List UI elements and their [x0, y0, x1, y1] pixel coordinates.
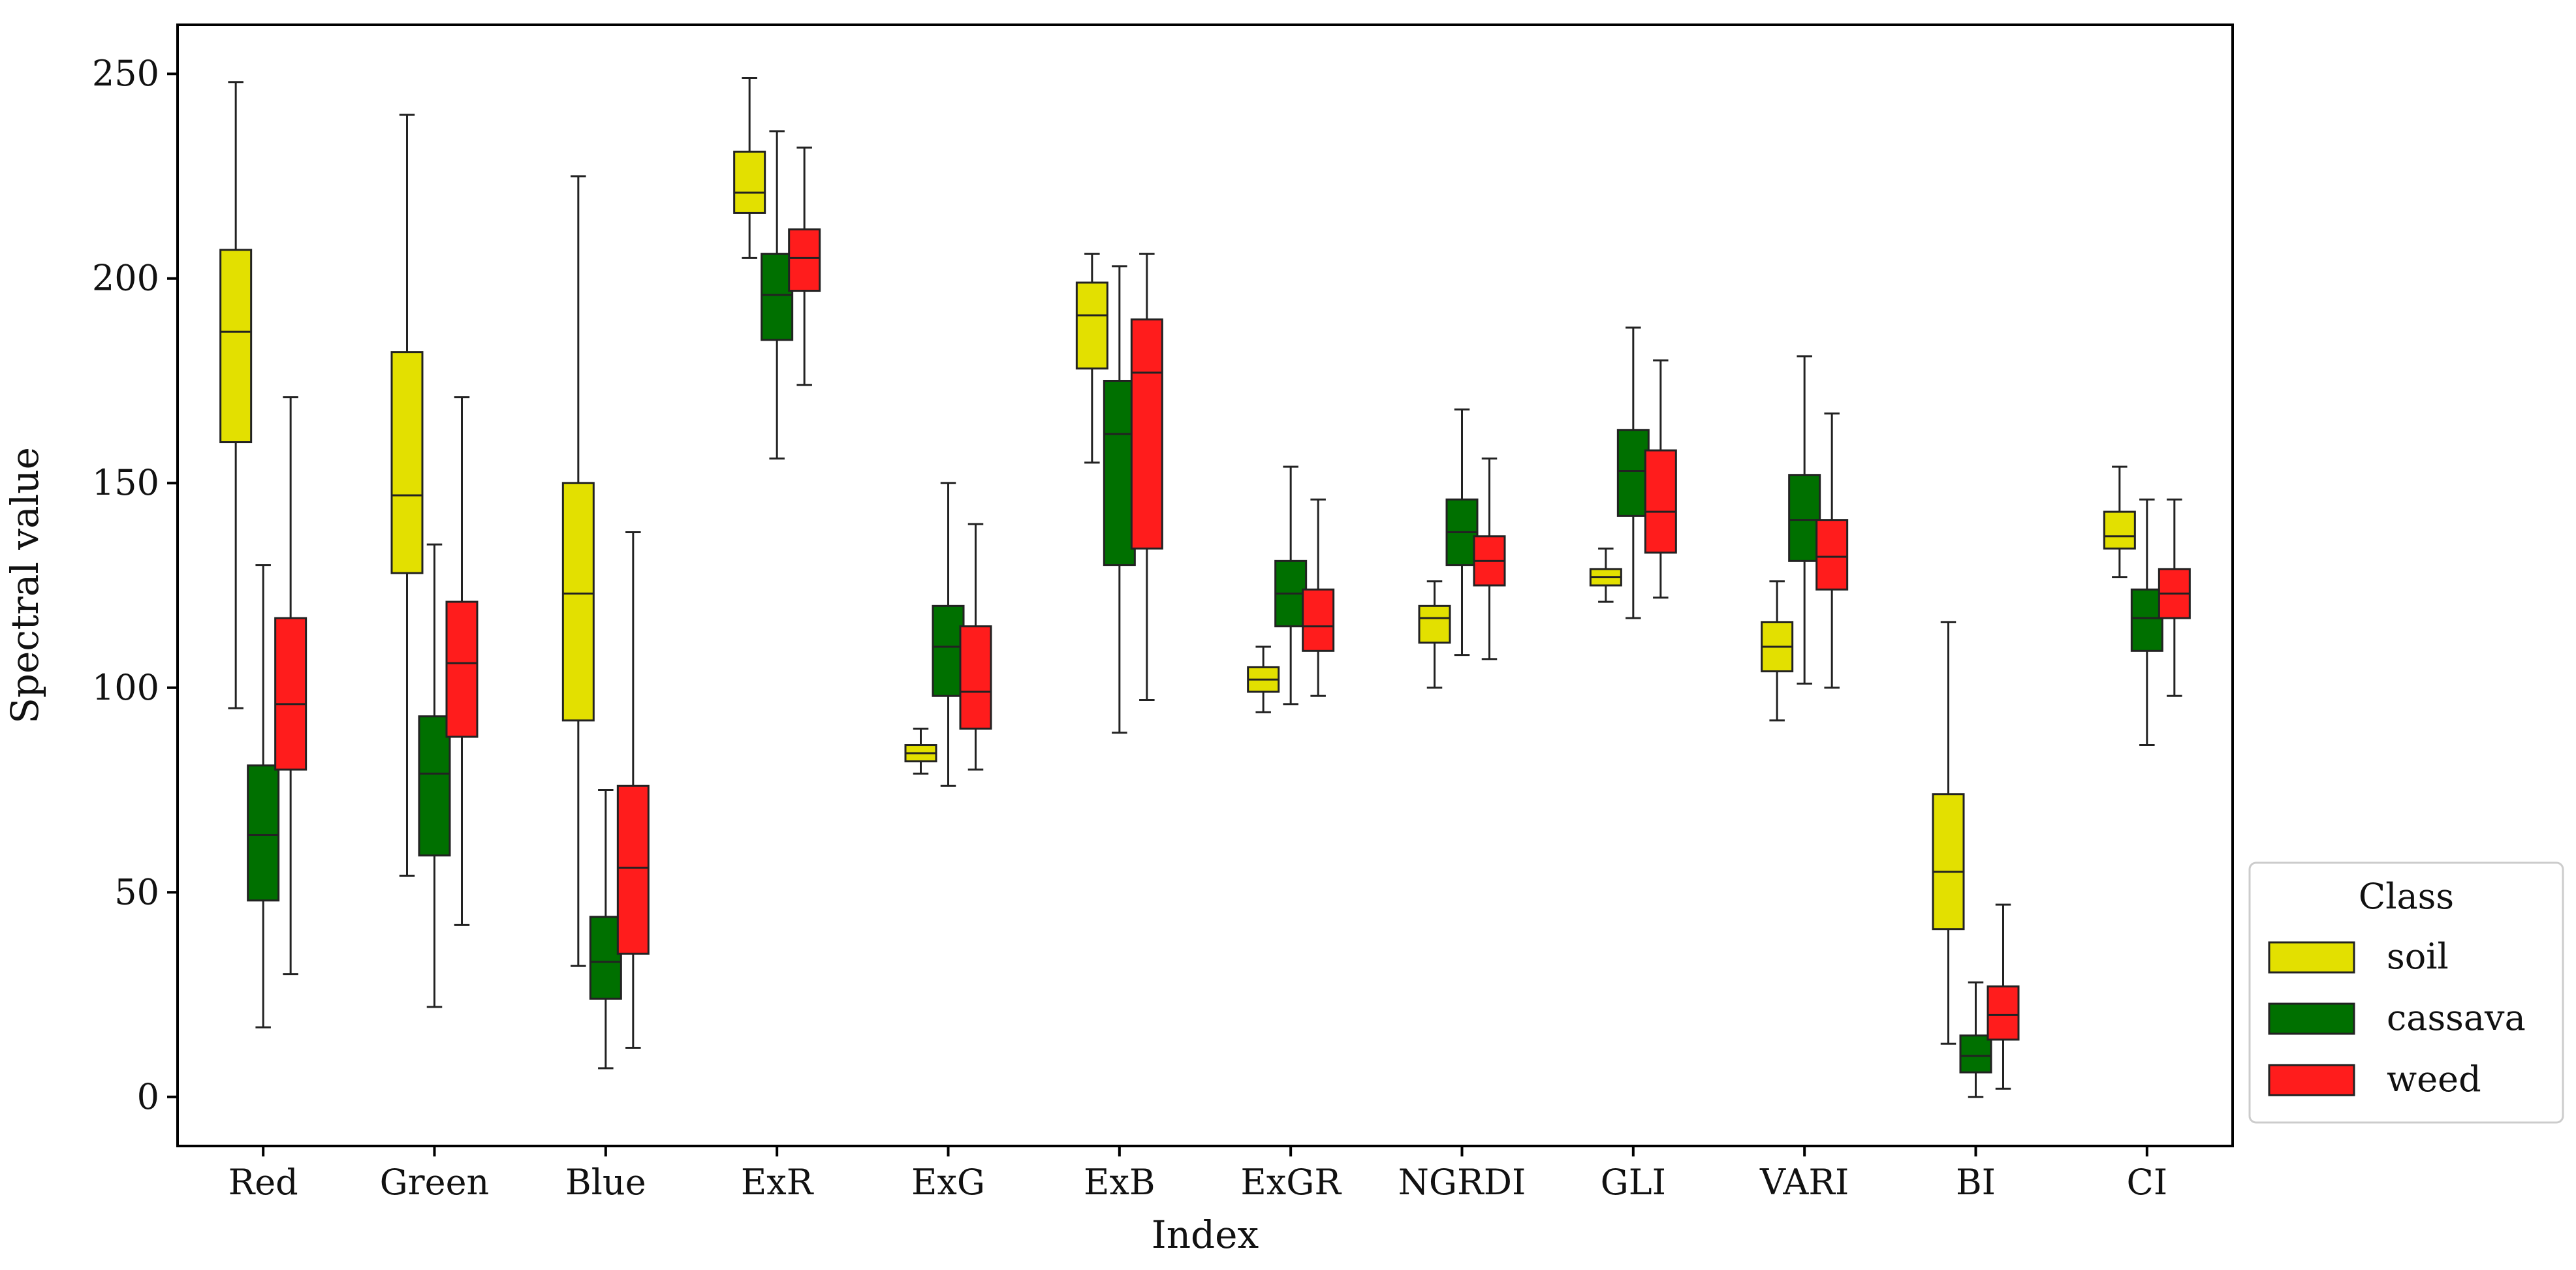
box-weed	[274, 396, 307, 976]
box-iqr	[1932, 793, 1965, 931]
box-weed	[1644, 359, 1677, 599]
box-weed	[445, 396, 479, 926]
legend-swatch-cassava	[2268, 1002, 2355, 1035]
legend-label-cassava: cassava	[2387, 997, 2526, 1038]
y-axis-title: Spectral value	[3, 447, 47, 724]
box-iqr	[788, 228, 821, 292]
legend-items: soil cassava weed	[2268, 936, 2526, 1100]
box-iqr	[247, 764, 280, 902]
x-tick-label: Blue	[565, 1162, 646, 1203]
box-iqr	[445, 600, 479, 738]
box-iqr	[1302, 588, 1335, 652]
box-cassava	[2130, 498, 2163, 747]
legend-frame	[2248, 861, 2564, 1124]
box-iqr	[1788, 474, 1821, 562]
x-tick-label: CI	[2127, 1162, 2168, 1203]
box-soil	[1761, 580, 1794, 722]
box-soil	[733, 77, 766, 259]
x-tick-label: ExGR	[1240, 1162, 1342, 1203]
box-soil	[1589, 548, 1622, 603]
box-iqr	[733, 150, 766, 214]
x-tick-label: ExG	[911, 1162, 985, 1203]
box-iqr	[2103, 510, 2136, 550]
box-weed	[1473, 457, 1506, 660]
box-iqr	[1616, 429, 1650, 517]
box-cassava	[761, 130, 794, 460]
x-tick-label: BI	[1956, 1162, 1996, 1203]
box-iqr	[616, 784, 650, 955]
box-iqr	[274, 617, 307, 771]
box-iqr	[1103, 379, 1136, 566]
box-cassava	[1445, 408, 1479, 657]
plot-area-frame	[176, 23, 2234, 1147]
x-axis-title: Index	[1152, 1213, 1259, 1257]
box-soil	[1247, 645, 1280, 713]
x-tick-label: VARI	[1759, 1162, 1849, 1203]
box-cassava	[1616, 326, 1650, 619]
x-tick-label: NGRDI	[1398, 1162, 1526, 1203]
box-weed	[616, 531, 650, 1049]
box-iqr	[1644, 449, 1677, 554]
y-tick-label: 50	[114, 871, 159, 912]
x-tick-label: Red	[228, 1162, 298, 1203]
box-soil	[390, 114, 424, 877]
y-tick-label: 0	[137, 1076, 159, 1117]
y-tick-label: 150	[92, 462, 159, 503]
box-weed	[1815, 412, 1849, 689]
box-weed	[959, 523, 992, 771]
box-iqr	[2130, 588, 2163, 652]
box-iqr	[1418, 604, 1451, 644]
box-weed	[2158, 498, 2191, 697]
box-cassava	[1959, 981, 1992, 1098]
box-cassava	[1274, 465, 1308, 705]
box-iqr	[1959, 1034, 1992, 1074]
box-soil	[219, 81, 253, 709]
box-weed	[1130, 253, 1163, 702]
box-cassava	[1788, 355, 1821, 685]
box-iqr	[561, 482, 595, 722]
box-weed	[1302, 498, 1335, 697]
box-iqr	[959, 625, 992, 730]
box-weed	[1987, 903, 2020, 1090]
legend-label-weed: weed	[2387, 1059, 2481, 1100]
box-cassava	[589, 789, 622, 1070]
box-iqr	[1815, 519, 1849, 591]
box-soil	[904, 727, 937, 775]
box-iqr	[761, 253, 794, 341]
x-tick-label: GLI	[1601, 1162, 1666, 1203]
box-cassava	[247, 564, 280, 1029]
box-group	[219, 77, 2191, 1098]
y-tick-label: 200	[92, 258, 159, 299]
box-soil	[1418, 580, 1451, 689]
box-iqr	[932, 604, 965, 697]
y-axis: 0 50 100 150 200 250	[92, 53, 178, 1117]
legend-title: Class	[2359, 876, 2454, 917]
box-soil	[561, 175, 595, 967]
box-cassava	[1103, 265, 1136, 734]
box-iqr	[418, 715, 451, 857]
box-weed	[788, 146, 821, 386]
y-tick-label: 250	[92, 53, 159, 94]
legend-swatch-soil	[2268, 941, 2355, 974]
box-soil	[2103, 465, 2136, 578]
box-iqr	[1987, 985, 2020, 1041]
x-axis: Red Green Blue ExR ExG ExB ExGR NGRDI GLI VARI BI C…	[228, 1146, 2168, 1203]
box-iqr	[589, 916, 622, 1000]
box-iqr	[219, 249, 253, 444]
y-tick-label: 100	[92, 667, 159, 708]
x-tick-label: ExB	[1084, 1162, 1155, 1203]
box-cassava	[418, 543, 451, 1008]
legend-swatch-weed	[2268, 1064, 2355, 1096]
box-soil	[1932, 621, 1965, 1045]
box-cassava	[932, 482, 965, 787]
box-iqr	[1130, 318, 1163, 550]
x-tick-label: ExR	[741, 1162, 814, 1203]
legend: Class soil cassava weed	[2248, 861, 2564, 1124]
legend-label-soil: soil	[2387, 936, 2449, 977]
box-iqr	[1075, 281, 1108, 370]
box-soil	[1075, 253, 1108, 464]
x-tick-label: Green	[380, 1162, 490, 1203]
box-iqr	[390, 351, 424, 574]
